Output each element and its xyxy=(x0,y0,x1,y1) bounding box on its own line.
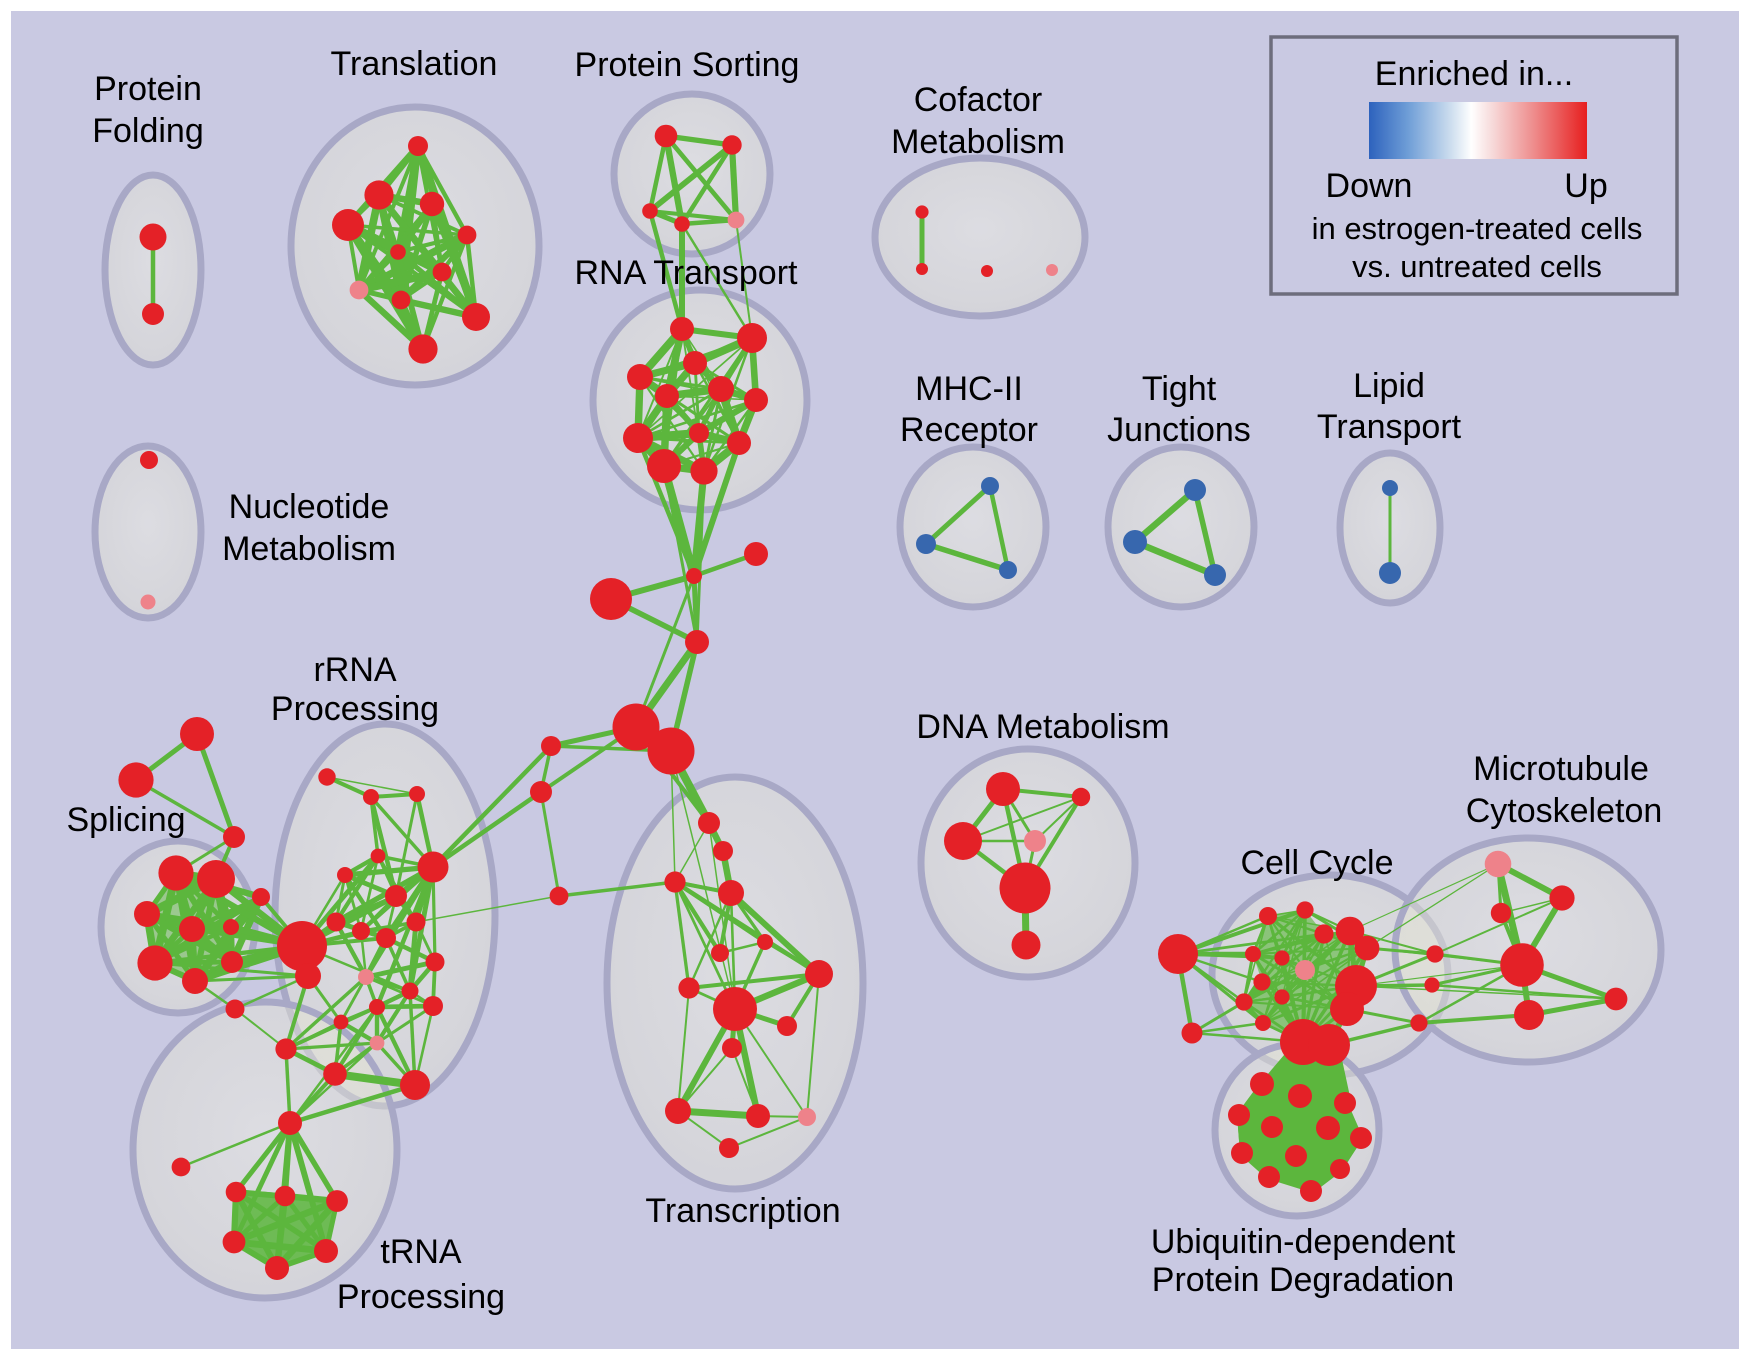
svg-text:DNA Metabolism: DNA Metabolism xyxy=(916,708,1169,746)
svg-text:Receptor: Receptor xyxy=(900,411,1038,449)
svg-text:Up: Up xyxy=(1564,167,1607,205)
svg-text:Cell Cycle: Cell Cycle xyxy=(1240,844,1393,882)
svg-text:tRNA: tRNA xyxy=(380,1233,462,1271)
svg-text:Protein Sorting: Protein Sorting xyxy=(575,46,800,84)
svg-text:Protein: Protein xyxy=(94,70,202,108)
svg-text:Processing: Processing xyxy=(271,690,439,728)
svg-text:Junctions: Junctions xyxy=(1107,411,1251,449)
svg-text:Translation: Translation xyxy=(331,45,498,83)
svg-text:Tight: Tight xyxy=(1142,370,1217,408)
svg-text:Microtubule: Microtubule xyxy=(1473,750,1649,788)
svg-text:Down: Down xyxy=(1326,167,1413,205)
svg-text:Cytoskeleton: Cytoskeleton xyxy=(1466,792,1663,830)
svg-text:Metabolism: Metabolism xyxy=(222,530,396,568)
svg-text:Ubiquitin-dependent: Ubiquitin-dependent xyxy=(1151,1223,1456,1261)
svg-text:Enriched in...: Enriched in... xyxy=(1375,55,1573,93)
svg-text:Transcription: Transcription xyxy=(645,1192,840,1230)
svg-text:Cofactor: Cofactor xyxy=(914,81,1043,119)
svg-text:in estrogen-treated cells: in estrogen-treated cells xyxy=(1312,211,1643,246)
svg-text:rRNA: rRNA xyxy=(313,651,396,689)
svg-text:MHC-II: MHC-II xyxy=(915,370,1023,408)
svg-text:Transport: Transport xyxy=(1317,408,1462,446)
svg-text:Lipid: Lipid xyxy=(1353,367,1425,405)
svg-text:Protein Degradation: Protein Degradation xyxy=(1152,1261,1454,1299)
svg-text:Metabolism: Metabolism xyxy=(891,123,1065,161)
svg-text:Folding: Folding xyxy=(92,112,204,150)
svg-text:RNA Transport: RNA Transport xyxy=(575,254,799,292)
svg-text:vs. untreated cells: vs. untreated cells xyxy=(1352,249,1602,284)
svg-text:Processing: Processing xyxy=(337,1278,505,1316)
svg-text:Splicing: Splicing xyxy=(66,801,185,839)
svg-text:Nucleotide: Nucleotide xyxy=(229,488,390,526)
